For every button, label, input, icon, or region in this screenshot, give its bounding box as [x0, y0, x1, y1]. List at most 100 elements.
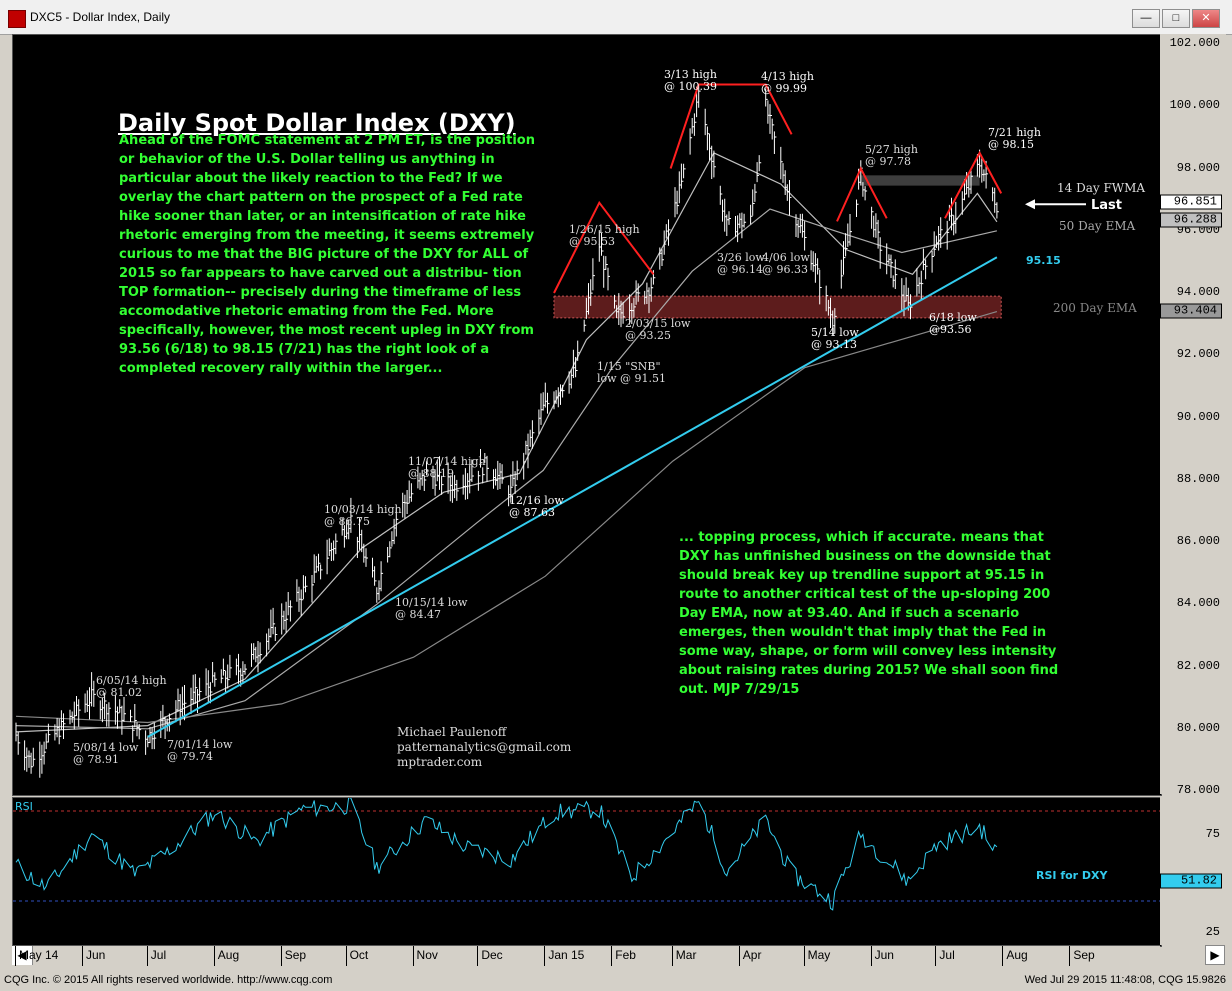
x-tick [345, 946, 347, 966]
scroll-left-button[interactable]: ◀ [12, 946, 33, 965]
price-bar [305, 576, 308, 593]
ema200-value-box: 93.404 [1160, 303, 1222, 319]
price-bar [212, 662, 215, 683]
price-bar [395, 507, 399, 537]
price-bar [905, 277, 909, 302]
annotation-5-27-high: 5/27 high @ 97.78 [865, 143, 918, 168]
price-bar [814, 253, 818, 283]
trendline-value-label: 95.15 [1026, 254, 1061, 267]
price-bar [93, 680, 96, 707]
x-tick [544, 946, 546, 966]
price-bar [931, 250, 935, 273]
price-bar [15, 722, 18, 742]
price-bar [862, 182, 865, 197]
price-bar [134, 704, 137, 728]
price-bar [108, 702, 111, 727]
annotation-7-21-high: 7/21 high @ 98.15 [988, 126, 1041, 151]
price-bar [205, 668, 209, 696]
price-bar [24, 740, 27, 771]
price-bar [326, 539, 330, 575]
x-tick [81, 946, 83, 966]
rsi-label: RSI for DXY [1036, 869, 1108, 882]
price-bar [572, 349, 576, 378]
price-bar [601, 232, 604, 256]
price-bar [439, 456, 442, 490]
y-tick-label: 86.000 [1176, 534, 1220, 548]
price-bar [834, 308, 837, 334]
chart-headline: Daily Spot Dollar Index (DXY) [118, 109, 516, 137]
price-bars [15, 84, 999, 778]
price-bar [765, 88, 768, 107]
pattern-left-shoulder [553, 200, 655, 294]
price-bar [583, 319, 587, 332]
price-panel[interactable]: Daily Spot Dollar Index (DXY) Ahead of t… [12, 34, 1162, 796]
price-bar [652, 270, 656, 285]
price-bar [480, 449, 483, 468]
price-bar [713, 150, 716, 178]
x-tick [15, 946, 16, 966]
price-bar [607, 267, 610, 291]
price-bar [402, 492, 405, 518]
price-bar [45, 733, 49, 750]
y-tick-label: 88.000 [1176, 471, 1220, 486]
rsi-tick-75: 75 [1205, 827, 1220, 841]
price-bar [177, 688, 180, 712]
price-bar [514, 471, 518, 494]
price-bar [605, 256, 608, 270]
price-bar [879, 237, 883, 269]
price-bar [804, 221, 807, 251]
close-button[interactable]: ✕ [1192, 9, 1220, 28]
price-bar [184, 685, 187, 721]
price-bar [348, 519, 351, 540]
price-bar [343, 525, 347, 548]
price-bar [527, 433, 530, 469]
price-bar [812, 251, 816, 272]
price-bar [512, 461, 515, 487]
price-bar [754, 183, 757, 202]
price-bar [801, 213, 805, 238]
y-tick-label: 84.000 [1176, 596, 1220, 611]
price-bar [318, 553, 321, 572]
minimize-button[interactable]: — [1132, 9, 1160, 28]
price-bar [922, 248, 926, 271]
price-bar [259, 642, 263, 664]
signature: Michael Paulenoff patternanalytics@gmail… [397, 725, 571, 770]
price-bar [704, 108, 708, 136]
price-bar [996, 202, 999, 219]
price-bar [758, 155, 762, 172]
maximize-button[interactable]: □ [1162, 9, 1190, 28]
y-tick-label: 80.000 [1176, 720, 1220, 735]
window-titlebar: DXC5 - Dollar Index, Daily — □ ✕ [0, 0, 1232, 35]
pattern-right-shoulder-1 [836, 166, 888, 222]
price-bar [728, 211, 731, 225]
x-tick-label: May 14 [19, 948, 59, 962]
price-bar [890, 254, 893, 278]
price-bar [797, 219, 801, 238]
price-bar [871, 206, 874, 229]
price-bar [873, 215, 876, 238]
price-bar [529, 429, 533, 447]
price-bar [423, 475, 427, 491]
price-bar [311, 575, 314, 603]
author-site: mptrader.com [397, 755, 483, 769]
x-tick-label: Jun [85, 948, 106, 962]
price-bar [849, 214, 852, 246]
price-bar [214, 672, 217, 687]
price-bar [633, 297, 636, 318]
price-bar [750, 204, 753, 225]
rsi-panel[interactable]: RSI RSI for DXY [12, 797, 1162, 947]
price-bar [251, 643, 254, 667]
time-axis: ◀ May 14 Jun Jul Aug Sep Oct Nov Dec Jan 15 Feb Ma… [12, 945, 1160, 966]
price-bar [916, 268, 919, 297]
scroll-right-button[interactable]: ▶ [1205, 945, 1225, 965]
price-bar [698, 84, 701, 108]
price-bar [693, 113, 697, 136]
price-bar [737, 215, 740, 243]
x-tick [935, 946, 937, 966]
price-bar [618, 293, 621, 325]
price-bar [209, 682, 213, 704]
x-tick-label: Feb [615, 948, 636, 962]
price-bar [363, 543, 366, 563]
price-bar [875, 213, 878, 238]
annotation-3-26-low: 3/26 low @ 96.14 [717, 251, 765, 276]
